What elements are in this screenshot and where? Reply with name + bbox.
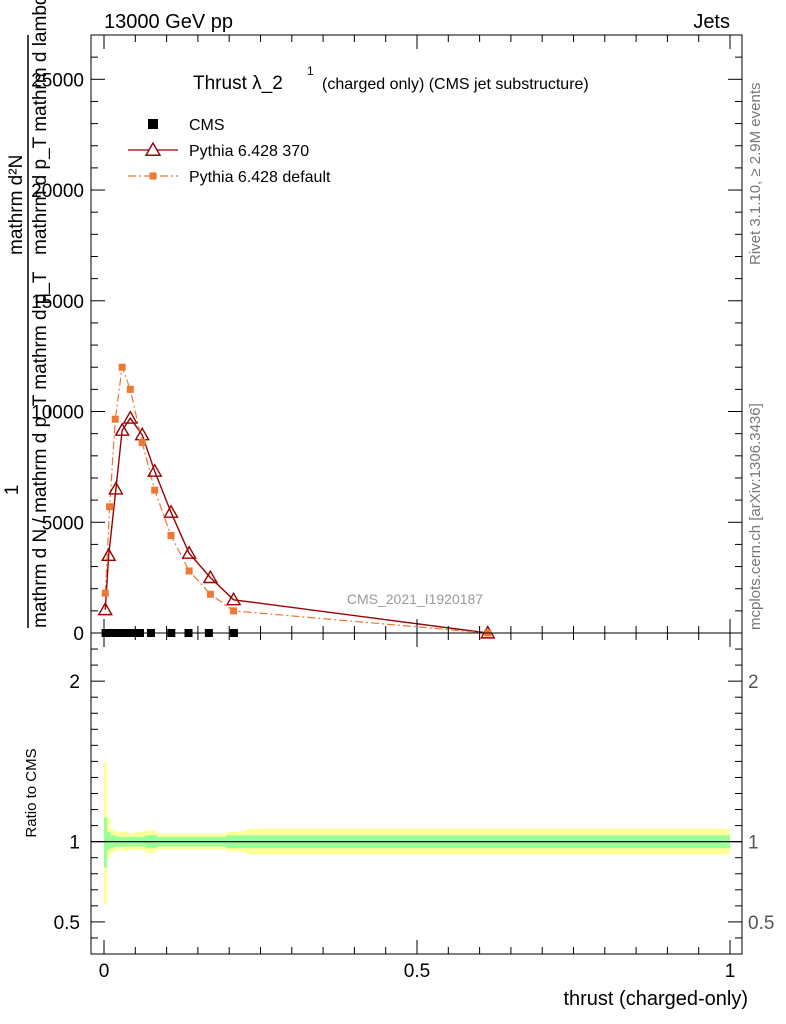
main-ytick-label: 15000 xyxy=(31,292,84,313)
ratio-ytick-label: 0.5 xyxy=(54,913,80,934)
pythia370-point xyxy=(122,410,138,424)
pythia370-point xyxy=(114,422,130,436)
main-ylabel: 1 mathrm d²N mathrm d p_T mathrm d lambd… xyxy=(2,0,51,628)
pythia370-point xyxy=(146,463,163,477)
ratio-ytick-label-right: 1 xyxy=(748,833,759,854)
pythia-default-point xyxy=(101,589,109,597)
pythia370-point xyxy=(100,547,117,562)
legend: CMS Pythia 6.428 370 Pythia 6.428 default xyxy=(128,117,331,186)
pythia-default-point xyxy=(167,532,175,540)
header-right: Jets xyxy=(693,11,730,33)
main-ytick-label: 10000 xyxy=(31,403,84,424)
ratio-xtick-label: 0.5 xyxy=(404,961,430,982)
pythia-default-point xyxy=(151,486,159,494)
ratio-ylabel: Ratio to CMS xyxy=(23,748,40,837)
pythia370-point xyxy=(225,591,242,606)
legend-marker-cms xyxy=(148,119,158,129)
title-main: Thrust λ_2 xyxy=(193,73,283,94)
main-ytick-label: 20000 xyxy=(31,181,84,202)
pythia-default-point xyxy=(126,385,134,393)
ylabel-part-2: mathrm d²N xyxy=(6,155,27,255)
plot-title: Thrust λ_2 1 (charged only) (CMS jet sub… xyxy=(193,64,589,94)
mcplots-label: mcplots.cern.ch [arXiv:1306.3436] xyxy=(747,403,764,630)
series-line-1 xyxy=(104,416,488,634)
ratio-frame xyxy=(90,632,743,955)
legend-label-2: Pythia 6.428 default xyxy=(189,169,331,186)
pythia-default-point xyxy=(185,567,193,575)
ratio-ytick-label: 1 xyxy=(69,833,80,854)
main-ytick-label: 0 xyxy=(73,624,84,645)
ratio-ytick-label-right: 2 xyxy=(748,672,759,693)
pythia-default-point xyxy=(206,590,214,598)
ratio-ytick-label-right: 0.5 xyxy=(748,913,774,934)
ratio-ytick-label: 2 xyxy=(69,672,80,693)
pythia370-point xyxy=(163,504,179,518)
pythia-default-point xyxy=(138,439,146,447)
pythia370-point xyxy=(181,545,197,559)
ratio-band-outer xyxy=(104,761,730,905)
pythia-default-point xyxy=(111,415,119,423)
pythia370-point xyxy=(202,569,219,584)
main-ytick-label: 5000 xyxy=(42,513,84,534)
header-left: 13000 GeV pp xyxy=(104,11,233,33)
x-axis-label: thrust (charged-only) xyxy=(563,988,748,1010)
pythia-default-point xyxy=(118,363,126,371)
title-sup: 1 xyxy=(307,64,314,78)
legend-marker-default xyxy=(149,172,157,180)
pythia-default-point xyxy=(106,503,114,511)
ylabel-part-3: mathrm d p_T mathrm d lambda xyxy=(30,0,51,255)
ratio-xtick-label: 1 xyxy=(725,961,736,982)
pythia-default-point xyxy=(230,607,238,615)
pythia370-point xyxy=(97,601,113,616)
legend-label-0: CMS xyxy=(189,117,225,134)
legend-label-1: Pythia 6.428 370 xyxy=(189,143,309,160)
ylabel-part-4: mathrm d N / mathrm d p_T mathrm d p_T xyxy=(30,271,51,628)
ratio-panel: 0.5 0.5 1 1 2 2 0 0.5 1 xyxy=(54,632,774,982)
analysis-watermark: CMS_2021_I1920187 xyxy=(347,591,483,607)
title-rest: (charged only) (CMS jet substructure) xyxy=(322,76,589,93)
ylabel-part-1: 1 xyxy=(2,485,23,496)
pythia370-point xyxy=(108,481,124,495)
main-panel: 0 5000 10000 15000 20000 25000 xyxy=(31,34,743,645)
rivet-label: Rivet 3.1.10, ≥ 2.9M events xyxy=(747,83,764,266)
legend-marker-370 xyxy=(144,141,162,156)
ratio-xtick-label: 0 xyxy=(99,961,110,982)
main-ytick-label: 25000 xyxy=(31,70,84,91)
ratio-band-inner xyxy=(104,817,730,868)
